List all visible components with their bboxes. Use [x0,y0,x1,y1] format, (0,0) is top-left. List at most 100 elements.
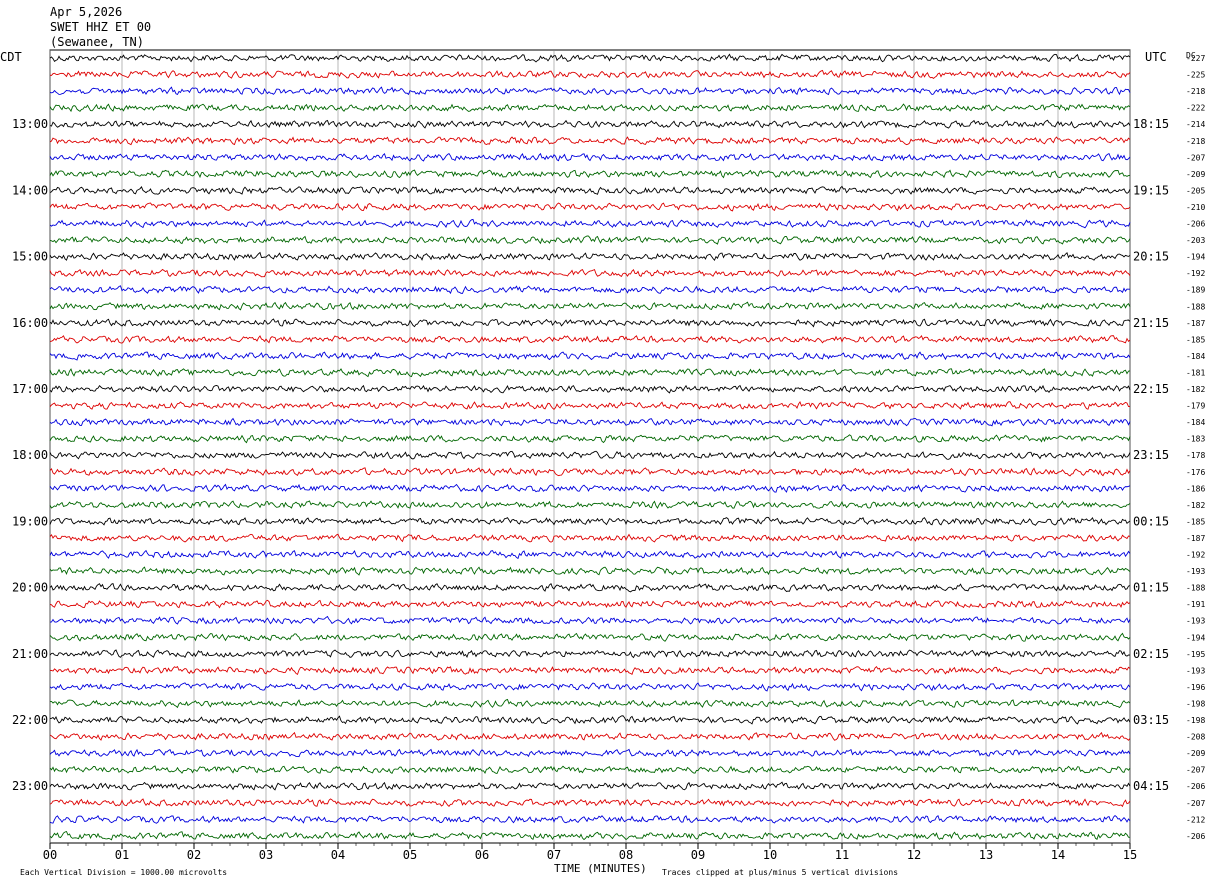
utc-hour-label: 04:15 [1133,779,1169,793]
utc-hour-label: 03:15 [1133,713,1169,727]
cdt-hour-label: 17:00 [12,382,48,396]
trace-line [49,169,1131,179]
plot-frame [49,49,1131,844]
dc-offset-value: -212 [1186,815,1205,824]
trace-line [49,516,1131,526]
utc-hour-label: 02:15 [1133,647,1169,661]
dc-offset-header: DC [1186,51,1196,60]
trace-line [49,218,1131,229]
grid-lines [49,49,1131,849]
dc-offset-value: -184 [1186,352,1205,361]
utc-hour-label: 18:15 [1133,117,1169,131]
trace-line [49,368,1131,378]
dc-offset-value: -186 [1186,484,1205,493]
dc-offset-value: -185 [1186,517,1205,526]
footer-scale-note: Each Vertical Division = 1000.00 microvo… [20,868,228,877]
trace-line [49,549,1131,560]
dc-offset-value: -194 [1186,633,1205,642]
dc-offset-value: -185 [1186,335,1205,344]
axis-labels: CDT UTC DC 00 01 02 03 04 05 06 07 08 09 10 11 12 13 1… [0,50,1205,862]
x-tick-label: 14 [1051,848,1065,862]
trace-line [49,698,1131,709]
plot-date: Apr 5,2026 [50,5,123,19]
trace-line [49,136,1131,146]
trace-line [49,500,1131,509]
cdt-hour-label: 20:00 [12,581,48,595]
utc-hour-label: 00:15 [1133,514,1169,528]
right-timezone-label: UTC [1145,50,1167,64]
trace-line [49,814,1131,824]
utc-hour-label: 23:15 [1133,448,1169,462]
dc-offset-value: -207 [1186,766,1205,775]
trace-line [49,682,1131,692]
dc-offset-value: -208 [1186,733,1205,742]
dc-offset-value: -193 [1186,567,1205,576]
x-tick-label: 08 [619,848,633,862]
dc-offset-value: -222 [1186,104,1205,113]
trace-line [49,202,1131,212]
trace-line [49,615,1131,625]
utc-hour-label: 19:15 [1133,183,1169,197]
trace-line [49,599,1131,609]
trace-line [49,251,1131,261]
dc-offset-value: -189 [1186,286,1205,295]
dc-offset-value: -182 [1186,385,1205,394]
dc-offset-value: -214 [1186,120,1205,129]
cdt-hour-label: 18:00 [12,448,48,462]
dc-offset-value: -205 [1186,186,1205,195]
x-tick-label: 00 [43,848,57,862]
cdt-hour-label: 16:00 [12,316,48,330]
dc-offset-value: -193 [1186,617,1205,626]
trace-line [49,53,1131,63]
dc-offset-value: -209 [1186,170,1205,179]
trace-line [49,831,1131,841]
dc-offset-value: -187 [1186,319,1205,328]
dc-offset-value: -218 [1186,137,1205,146]
trace-line [49,632,1131,642]
trace-line [49,400,1131,411]
trace-line [49,103,1131,113]
x-tick-label: 09 [691,848,705,862]
x-tick-label: 06 [475,848,489,862]
trace-line [49,152,1131,162]
trace-line [49,731,1131,741]
dc-offset-value: -206 [1186,782,1205,791]
utc-hour-label: 20:15 [1133,250,1169,264]
dc-offset-value: -225 [1186,71,1205,80]
dc-offset-value: -183 [1186,435,1205,444]
x-axis-title: TIME (MINUTES) [554,862,647,875]
cdt-hour-label: 21:00 [12,647,48,661]
trace-line [49,781,1131,791]
trace-line [49,583,1131,593]
trace-line [49,649,1131,659]
trace-line [49,566,1131,576]
trace-line [49,434,1131,444]
cdt-hour-label: 14:00 [12,183,48,197]
dc-offset-value: -198 [1186,699,1205,708]
trace-line [49,301,1131,311]
x-tick-label: 03 [259,848,273,862]
trace-line [49,235,1131,245]
trace-line [49,335,1131,344]
trace-line [49,285,1131,295]
trace-line [49,467,1131,477]
dc-offset-value: -227 [1186,54,1205,63]
dc-offset-value: -188 [1186,302,1205,311]
trace-line [49,86,1131,96]
x-tick-label: 04 [331,848,345,862]
x-tick-label: 10 [763,848,777,862]
x-tick-label: 12 [907,848,921,862]
dc-offset-value: -206 [1186,220,1205,229]
trace-line [49,417,1131,427]
utc-hour-label: 22:15 [1133,382,1169,396]
trace-line [49,69,1131,79]
trace-line [49,318,1131,328]
dc-offset-value: -209 [1186,749,1205,758]
utc-hour-label: 21:15 [1133,316,1169,330]
utc-hour-label: 01:15 [1133,581,1169,595]
dc-offset-value: -191 [1186,600,1205,609]
dc-offset-value: -178 [1186,451,1205,460]
dc-offset-value: -193 [1186,666,1205,675]
trace-line [49,715,1131,725]
